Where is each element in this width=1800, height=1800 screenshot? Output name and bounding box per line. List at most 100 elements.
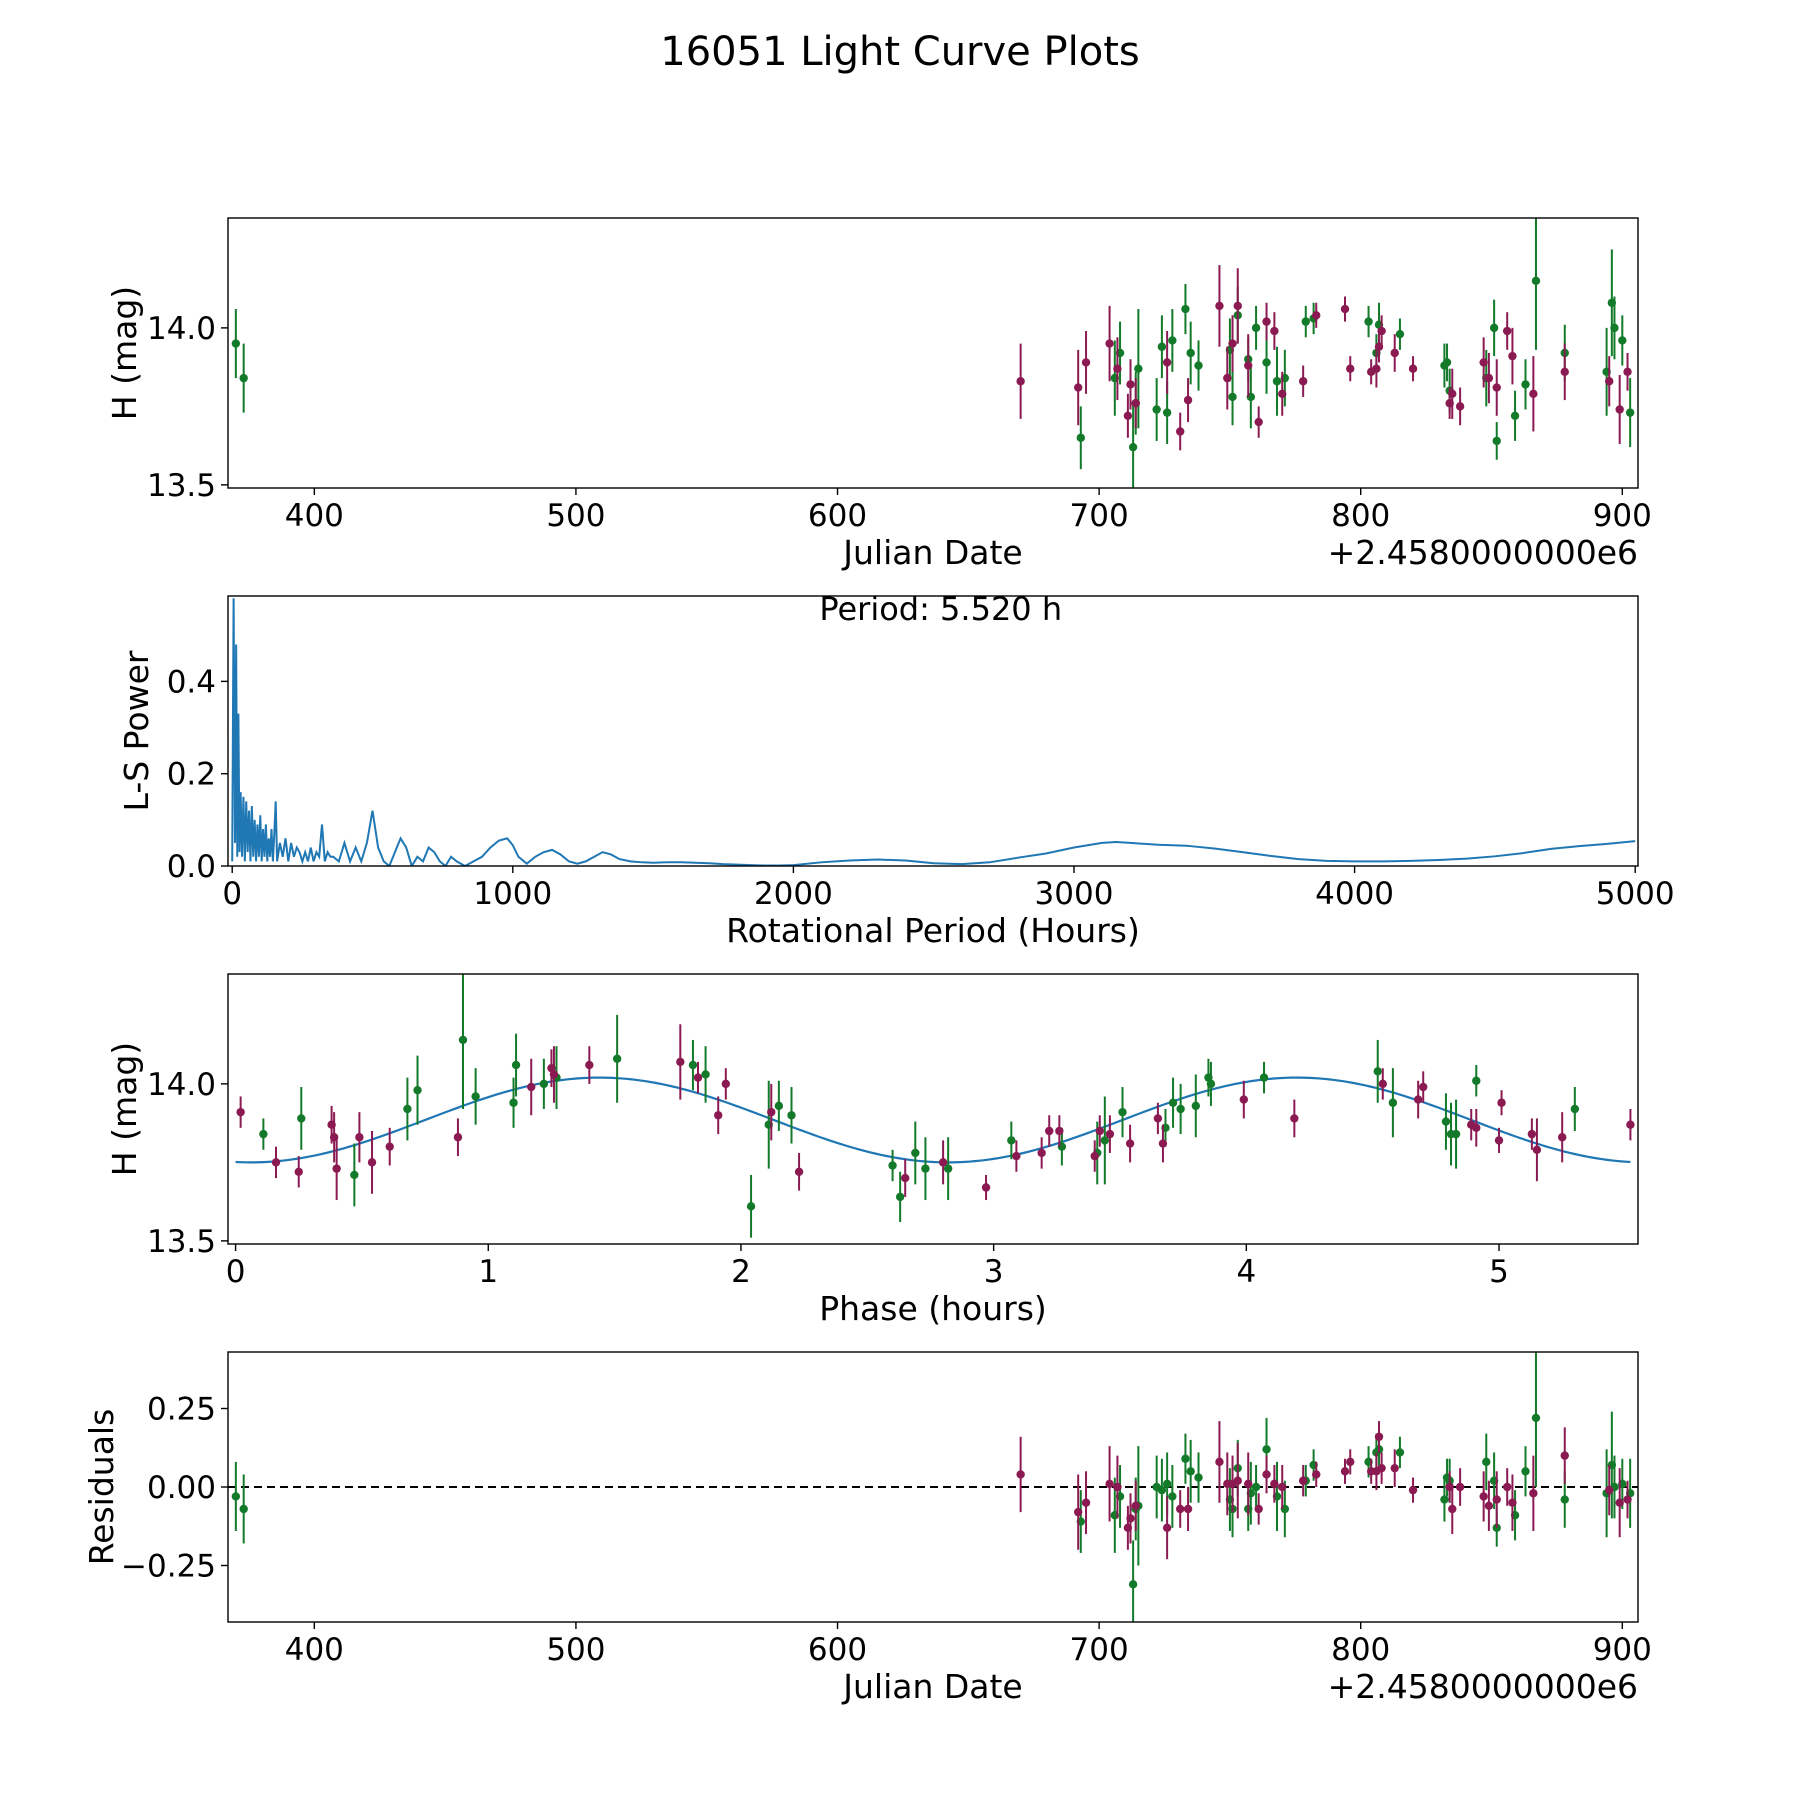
y-tick-label: 13.5	[147, 1224, 216, 1260]
x-axis-label: Julian Date	[841, 533, 1023, 572]
x-tick-label: 5000	[1596, 876, 1675, 912]
x-tick-label: 600	[808, 498, 867, 534]
data-point	[1413, 1095, 1423, 1104]
data-point	[1244, 361, 1253, 370]
data-point	[1157, 1485, 1167, 1495]
data-point	[1623, 367, 1632, 377]
data-point	[1482, 1457, 1491, 1467]
folded-lightcurve-panel: 0 1 2 3 4 5 13.5 14.0 Phase (hours) H (mag)	[105, 973, 1639, 1328]
data-point	[1055, 1126, 1064, 1136]
data-point	[1254, 1504, 1263, 1514]
data-point	[1105, 339, 1114, 348]
data-point	[1605, 377, 1614, 386]
data-point	[1529, 389, 1538, 399]
data-point	[350, 1170, 359, 1180]
y-tick-label: 13.5	[147, 468, 216, 504]
data-point	[1126, 380, 1135, 389]
data-point	[1364, 317, 1373, 326]
data-point	[1181, 1454, 1190, 1463]
y-axis-label: H (mag)	[105, 1042, 144, 1176]
y-tick-label: 0.4	[167, 664, 216, 700]
data-point	[1168, 1492, 1177, 1501]
data-point	[1408, 1485, 1418, 1495]
x-tick-label: 700	[1070, 498, 1129, 534]
data-point	[1168, 1098, 1178, 1107]
data-point	[1560, 367, 1569, 377]
data-point	[1233, 1476, 1242, 1485]
data-point	[1531, 276, 1541, 285]
data-point	[1489, 323, 1499, 333]
data-point	[1374, 1432, 1384, 1441]
y-axis-label: H (mag)	[105, 286, 144, 420]
data-point	[1157, 342, 1167, 351]
x-tick-label: 3000	[1035, 876, 1114, 912]
data-point	[1340, 1467, 1350, 1476]
data-point	[911, 1148, 920, 1158]
x-tick-label: 0	[222, 876, 242, 912]
data-point	[1037, 1148, 1046, 1158]
data-point	[1298, 377, 1308, 386]
data-point	[231, 339, 241, 348]
x-tick-label: 2000	[754, 876, 833, 912]
data-point	[1508, 1498, 1517, 1507]
data-point	[901, 1173, 910, 1183]
data-point	[1186, 1467, 1195, 1476]
data-point	[1158, 1139, 1168, 1148]
data-point	[1377, 1463, 1386, 1473]
data-point	[1605, 1485, 1614, 1495]
data-point	[1073, 383, 1083, 392]
data-point	[403, 1104, 412, 1114]
data-point	[767, 1107, 776, 1117]
data-point	[1390, 348, 1399, 358]
data-point	[1346, 364, 1355, 373]
data-point	[1100, 1136, 1110, 1145]
data-point	[1451, 1129, 1461, 1139]
data-point	[509, 1098, 518, 1107]
data-point	[1131, 399, 1140, 408]
periodogram-axes-frame	[227, 595, 1639, 867]
data-point	[511, 1060, 521, 1070]
data-point	[585, 1060, 594, 1070]
x-tick-label: 900	[1593, 498, 1652, 534]
data-point	[549, 1070, 559, 1079]
data-point	[259, 1129, 268, 1139]
data-point	[1191, 1101, 1200, 1111]
data-point	[921, 1164, 930, 1173]
data-point	[1076, 433, 1086, 442]
data-point	[1442, 358, 1452, 367]
data-point	[1176, 427, 1185, 436]
y-tick-label: −0.25	[121, 1548, 216, 1584]
data-point	[1570, 1104, 1580, 1114]
data-point	[1615, 1498, 1624, 1507]
data-point	[1492, 436, 1501, 446]
data-point	[1529, 1489, 1538, 1498]
x-offset-label: +2.4580000000e6	[1328, 533, 1638, 572]
data-point	[1215, 301, 1224, 311]
data-point	[1016, 377, 1025, 386]
data-point	[1312, 1470, 1321, 1479]
data-point	[1118, 1107, 1127, 1117]
data-point	[1186, 348, 1195, 358]
data-point	[1262, 1470, 1271, 1479]
x-axis-label: Julian Date	[841, 1667, 1023, 1706]
x-tick-label: 4	[1236, 1254, 1256, 1290]
data-point	[1479, 1492, 1488, 1501]
x-tick-label: 800	[1331, 1632, 1390, 1668]
data-point	[385, 1142, 394, 1151]
periodogram-line	[231, 598, 1636, 866]
data-point	[294, 1167, 303, 1176]
data-point	[231, 1492, 241, 1501]
data-point	[1228, 392, 1237, 402]
data-point	[1254, 417, 1263, 427]
data-point	[1497, 1098, 1506, 1107]
data-point	[1262, 1445, 1271, 1454]
x-tick-label: 2	[731, 1254, 751, 1290]
data-point	[1251, 1482, 1261, 1492]
data-point	[1128, 1580, 1138, 1589]
data-point	[1244, 1479, 1253, 1489]
data-point	[458, 1035, 468, 1045]
x-tick-label: 700	[1070, 1632, 1129, 1668]
data-point	[895, 1192, 905, 1202]
data-point	[1134, 364, 1143, 373]
data-point	[1340, 304, 1350, 314]
